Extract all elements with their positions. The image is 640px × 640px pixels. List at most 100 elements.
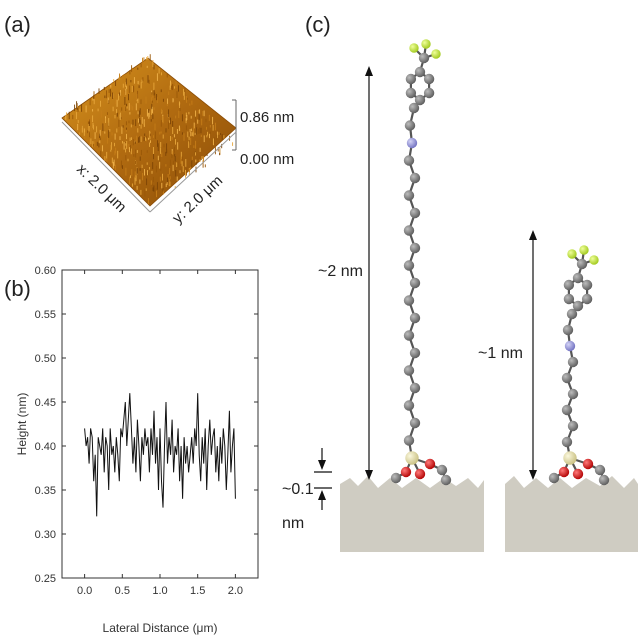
y-axis-ticks: 0.25 0.30 0.35 0.40 0.45 0.50 0.55 0.60 xyxy=(35,265,258,585)
panel-a: (a) 0.86 nm 0.00 nm x: 2.0 μm y: 2.0 μm xyxy=(4,12,294,227)
roughness-unit-label: nm xyxy=(282,515,304,532)
carbon-atom xyxy=(418,52,430,64)
carbon-atom xyxy=(403,225,415,236)
panel-c-label: (c) xyxy=(305,12,331,37)
carbon-atom xyxy=(405,73,417,85)
carbon-atom xyxy=(566,308,578,320)
carbon-atom xyxy=(561,404,573,416)
carbon-atom xyxy=(403,190,415,201)
substrate-right xyxy=(505,476,638,552)
carbon-atom xyxy=(390,472,402,484)
carbon-atom xyxy=(404,120,416,131)
carbon-atom xyxy=(403,295,415,306)
carbon-atom xyxy=(563,279,575,291)
carbon-atom xyxy=(572,272,584,284)
long-height-arrow xyxy=(365,66,373,480)
carbon-atom xyxy=(408,102,420,114)
y-tick-label: 0.45 xyxy=(35,397,56,409)
oxygen-atom xyxy=(400,466,412,478)
y-tick-label: 0.60 xyxy=(35,265,56,277)
carbon-atom xyxy=(403,155,415,166)
x-tick-label: 0.0 xyxy=(77,585,92,597)
carbon-atom xyxy=(561,372,573,384)
carbon-atom xyxy=(567,356,579,368)
height-profile-series xyxy=(84,393,236,517)
molecule-long-chain xyxy=(390,39,452,486)
panel-a-label: (a) xyxy=(4,12,31,37)
carbon-atom xyxy=(436,464,448,476)
y-tick-label: 0.55 xyxy=(35,309,56,321)
carbon-atom xyxy=(567,420,579,432)
roughness-indicator xyxy=(314,448,332,510)
carbon-atom xyxy=(594,464,606,476)
x-axis-title: Lateral Distance (μm) xyxy=(103,621,218,635)
nitrogen-atom xyxy=(406,137,418,149)
height-profile-line xyxy=(84,393,236,517)
molecule-short-chain xyxy=(548,245,610,486)
carbon-atom xyxy=(423,73,435,85)
carbon-atom xyxy=(409,347,421,359)
y-tick-label: 0.50 xyxy=(35,353,56,365)
oxygen-atom xyxy=(414,468,426,480)
carbon-atom xyxy=(409,242,421,254)
x-tick-label: 2.0 xyxy=(228,585,243,597)
carbon-atom xyxy=(403,365,415,376)
y-tick-label: 0.30 xyxy=(35,529,56,541)
oxygen-atom xyxy=(582,458,594,470)
carbon-atom xyxy=(409,172,421,184)
carbon-atom xyxy=(562,324,574,336)
oxygen-atom xyxy=(558,466,570,478)
x-tick-label: 0.5 xyxy=(115,585,130,597)
x-tick-label: 1.5 xyxy=(190,585,205,597)
afm-z-max-label: 0.86 nm xyxy=(240,109,294,126)
carbon-atom xyxy=(409,207,421,219)
oxygen-atom xyxy=(424,458,436,470)
carbon-atom xyxy=(409,382,421,394)
carbon-atom xyxy=(405,87,417,99)
carbon-atom xyxy=(572,300,584,312)
oxygen-atom xyxy=(572,468,584,480)
fluorine-atom xyxy=(579,245,589,255)
carbon-atom xyxy=(567,388,579,400)
fluorine-atom xyxy=(567,249,577,259)
carbon-atom xyxy=(414,66,426,78)
afm-z-scale xyxy=(232,99,237,151)
fluorine-atom xyxy=(421,39,431,49)
carbon-atom xyxy=(403,260,415,271)
panel-c: (c) ~2 nm ~1 nm ~0.1 nm xyxy=(282,12,638,552)
carbon-atom xyxy=(581,279,593,291)
afm-base-frame xyxy=(61,121,237,213)
carbon-atom xyxy=(598,474,610,486)
x-axis-ticks: 0.0 0.5 1.0 1.5 2.0 xyxy=(77,270,243,597)
afm-z-min-label: 0.00 nm xyxy=(240,151,294,168)
carbon-atom xyxy=(563,293,575,305)
short-height-arrow xyxy=(529,230,537,480)
carbon-atom xyxy=(409,277,421,289)
carbon-atom xyxy=(409,417,421,429)
afm-roughness-texture xyxy=(65,54,234,204)
roughness-value-label: ~0.1 xyxy=(282,481,314,498)
carbon-atom xyxy=(561,436,573,448)
y-axis-title: Height (nm) xyxy=(15,393,29,456)
carbon-atom xyxy=(581,293,593,305)
carbon-atom xyxy=(423,87,435,99)
fluorine-atom xyxy=(589,255,599,265)
panel-b: (b) 0.25 0.30 0.35 0.40 0.45 0.50 0.55 0.60 0.0… xyxy=(4,265,259,635)
y-tick-label: 0.40 xyxy=(35,441,56,453)
silicon-atom xyxy=(405,451,419,465)
panel-b-label: (b) xyxy=(4,276,31,301)
carbon-atom xyxy=(548,472,560,484)
afm-surface xyxy=(61,54,237,207)
fluorine-atom xyxy=(409,43,419,53)
substrate-left xyxy=(340,476,484,552)
carbon-atom xyxy=(414,94,426,106)
silicon-atom xyxy=(563,451,577,465)
carbon-atom xyxy=(440,474,452,486)
carbon-atom xyxy=(403,400,415,411)
carbon-atom xyxy=(403,435,415,446)
y-tick-label: 0.25 xyxy=(35,573,56,585)
x-tick-label: 1.0 xyxy=(152,585,167,597)
long-height-label: ~2 nm xyxy=(318,263,363,280)
y-tick-label: 0.35 xyxy=(35,485,56,497)
